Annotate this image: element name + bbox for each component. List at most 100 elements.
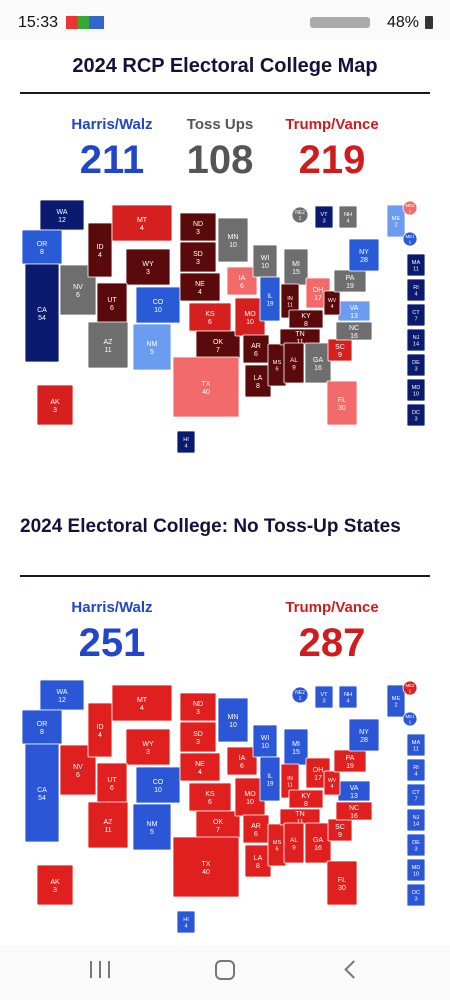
state-votes: 11 <box>287 783 293 789</box>
state-votes: 6 <box>208 799 212 806</box>
state-abbr: AZ <box>104 339 114 346</box>
state <box>406 883 426 907</box>
nav-bar <box>0 945 450 1000</box>
state-votes: 3 <box>414 417 417 423</box>
state <box>348 238 380 272</box>
state-votes: 4 <box>140 225 144 232</box>
candidate-total: 211 <box>79 138 145 182</box>
state <box>179 721 217 753</box>
state <box>402 680 418 696</box>
state-votes: 10 <box>261 263 269 270</box>
state-abbr: CA <box>37 307 47 314</box>
state-votes: 5 <box>150 349 154 356</box>
state-abbr: TN <box>295 331 304 338</box>
state-votes: 3 <box>322 699 325 705</box>
state-abbr: NV <box>73 284 83 291</box>
state-abbr: OK <box>213 819 223 826</box>
state-abbr: NY <box>359 729 369 736</box>
home-button[interactable] <box>215 960 235 980</box>
state-abbr: FL <box>338 877 346 884</box>
candidate-name: Trump/Vance <box>285 116 379 133</box>
state <box>179 692 217 722</box>
state-abbr: NY <box>359 249 369 256</box>
state <box>179 212 217 242</box>
state <box>172 356 240 418</box>
state <box>217 217 249 263</box>
state <box>326 860 358 906</box>
state <box>132 803 172 851</box>
state-votes: 10 <box>413 392 419 398</box>
state-abbr: AZ <box>104 819 114 826</box>
state-abbr: AR <box>251 823 261 830</box>
state <box>135 286 181 324</box>
divider <box>20 92 430 94</box>
state-votes: 17 <box>314 295 322 302</box>
state <box>132 323 172 371</box>
state-votes: 3 <box>322 219 325 225</box>
clock: 15:33 <box>18 14 59 31</box>
state-abbr: SD <box>193 251 203 258</box>
state-votes: 10 <box>246 319 254 326</box>
state <box>259 756 281 802</box>
state <box>406 328 426 352</box>
state-abbr: FL <box>338 397 346 404</box>
state-votes: 4 <box>184 924 187 930</box>
state-votes: 14 <box>413 822 419 828</box>
state-abbr: PA <box>346 275 355 282</box>
state-votes: 8 <box>256 383 260 390</box>
state-votes: 10 <box>261 743 269 750</box>
state-votes: 4 <box>198 289 202 296</box>
state-abbr: LA <box>254 375 263 382</box>
state-abbr: AL <box>290 837 298 844</box>
state-abbr: VA <box>350 305 359 312</box>
state-abbr: NE2 <box>295 210 305 216</box>
state-abbr: MT <box>137 697 148 704</box>
state <box>226 746 258 776</box>
state <box>24 263 60 363</box>
state-votes: 8 <box>304 321 308 328</box>
state <box>36 384 74 426</box>
state-votes: 4 <box>198 769 202 776</box>
state-votes: 3 <box>53 407 57 414</box>
state <box>406 378 426 402</box>
state-votes: 6 <box>275 847 278 853</box>
state-abbr: NE <box>195 761 205 768</box>
state-abbr: HI <box>183 917 189 923</box>
state-abbr: OH <box>313 767 324 774</box>
state-votes: 30 <box>338 885 346 892</box>
state-abbr: GA <box>313 357 323 364</box>
state-abbr: MA <box>412 740 421 746</box>
state <box>87 801 129 849</box>
state <box>338 685 358 709</box>
state-abbr: WV <box>328 778 337 784</box>
state-abbr: ME1 <box>406 234 416 239</box>
state-abbr: AK <box>50 399 60 406</box>
state-votes: 4 <box>346 699 349 705</box>
state-votes: 6 <box>208 319 212 326</box>
state <box>314 685 334 709</box>
state-votes: 6 <box>110 785 114 792</box>
state <box>348 718 380 752</box>
state-votes: 4 <box>184 444 187 450</box>
state-votes: 3 <box>414 897 417 903</box>
state-abbr: MN <box>228 714 239 721</box>
recent-apps-button[interactable] <box>90 961 110 978</box>
state <box>406 833 426 857</box>
state-abbr: CO <box>153 779 164 786</box>
state <box>326 380 358 426</box>
state <box>125 248 171 286</box>
state <box>176 430 196 454</box>
state <box>179 752 221 782</box>
state <box>172 836 240 898</box>
state <box>36 864 74 906</box>
state-abbr: IA <box>239 755 246 762</box>
state <box>217 697 249 743</box>
state-votes: 13 <box>350 313 358 320</box>
state <box>87 222 113 278</box>
state <box>259 276 281 322</box>
state-abbr: DE <box>412 840 420 846</box>
candidate-name: Harris/Walz <box>71 116 153 133</box>
state-abbr: WA <box>56 689 67 696</box>
state <box>406 783 426 807</box>
state-abbr: MI <box>292 741 300 748</box>
